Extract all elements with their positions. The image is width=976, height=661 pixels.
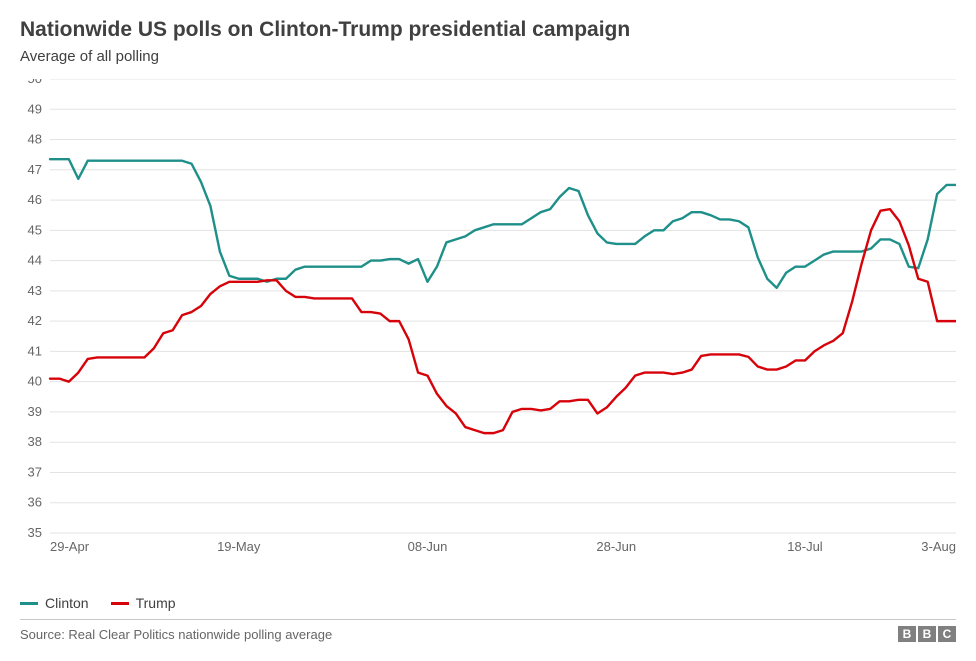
y-tick-label: 49: [28, 101, 42, 116]
chart-container: Nationwide US polls on Clinton-Trump pre…: [0, 0, 976, 661]
bbc-logo-letter: C: [938, 626, 956, 642]
legend-swatch: [20, 602, 38, 605]
y-tick-label: 38: [28, 434, 42, 449]
y-tick-label: 40: [28, 374, 42, 389]
x-tick-label: 28-Jun: [596, 539, 636, 554]
legend-item: Trump: [111, 595, 176, 611]
y-tick-label: 36: [28, 495, 42, 510]
legend-item: Clinton: [20, 595, 89, 611]
bbc-logo: BBC: [898, 626, 956, 642]
chart-title: Nationwide US polls on Clinton-Trump pre…: [20, 18, 956, 42]
y-tick-label: 45: [28, 222, 42, 237]
legend-label: Clinton: [45, 595, 89, 611]
chart-legend: Clinton Trump: [20, 595, 956, 611]
y-tick-label: 35: [28, 525, 42, 540]
x-tick-label: 3-Aug: [921, 539, 956, 554]
y-tick-label: 41: [28, 343, 42, 358]
chart-footer: Source: Real Clear Politics nationwide p…: [20, 619, 956, 642]
line-chart-svg: 35 36 37 38 39 40 41 42 43 44 45 46 47 48 49 50 29-Apr 19…: [20, 79, 956, 559]
x-tick-label: 29-Apr: [50, 539, 90, 554]
bbc-logo-letter: B: [898, 626, 916, 642]
x-tick-label: 19-May: [217, 539, 261, 554]
series-line: [50, 159, 956, 288]
y-tick-label: 47: [28, 162, 42, 177]
y-tick-label: 42: [28, 313, 42, 328]
y-tick-label: 39: [28, 404, 42, 419]
y-tick-label: 43: [28, 283, 42, 298]
y-tick-label: 44: [28, 253, 42, 268]
x-tick-label: 18-Jul: [787, 539, 823, 554]
legend-swatch: [111, 602, 129, 605]
legend-label: Trump: [136, 595, 176, 611]
bbc-logo-letter: B: [918, 626, 936, 642]
y-tick-label: 48: [28, 132, 42, 147]
y-tick-label: 46: [28, 192, 42, 207]
y-tick-label: 50: [28, 79, 42, 86]
x-tick-label: 08-Jun: [408, 539, 448, 554]
y-tick-label: 37: [28, 464, 42, 479]
source-text: Source: Real Clear Politics nationwide p…: [20, 627, 332, 642]
chart-plot-area: 35 36 37 38 39 40 41 42 43 44 45 46 47 48 49 50 29-Apr 19…: [20, 79, 956, 589]
chart-subtitle: Average of all polling: [20, 48, 956, 65]
